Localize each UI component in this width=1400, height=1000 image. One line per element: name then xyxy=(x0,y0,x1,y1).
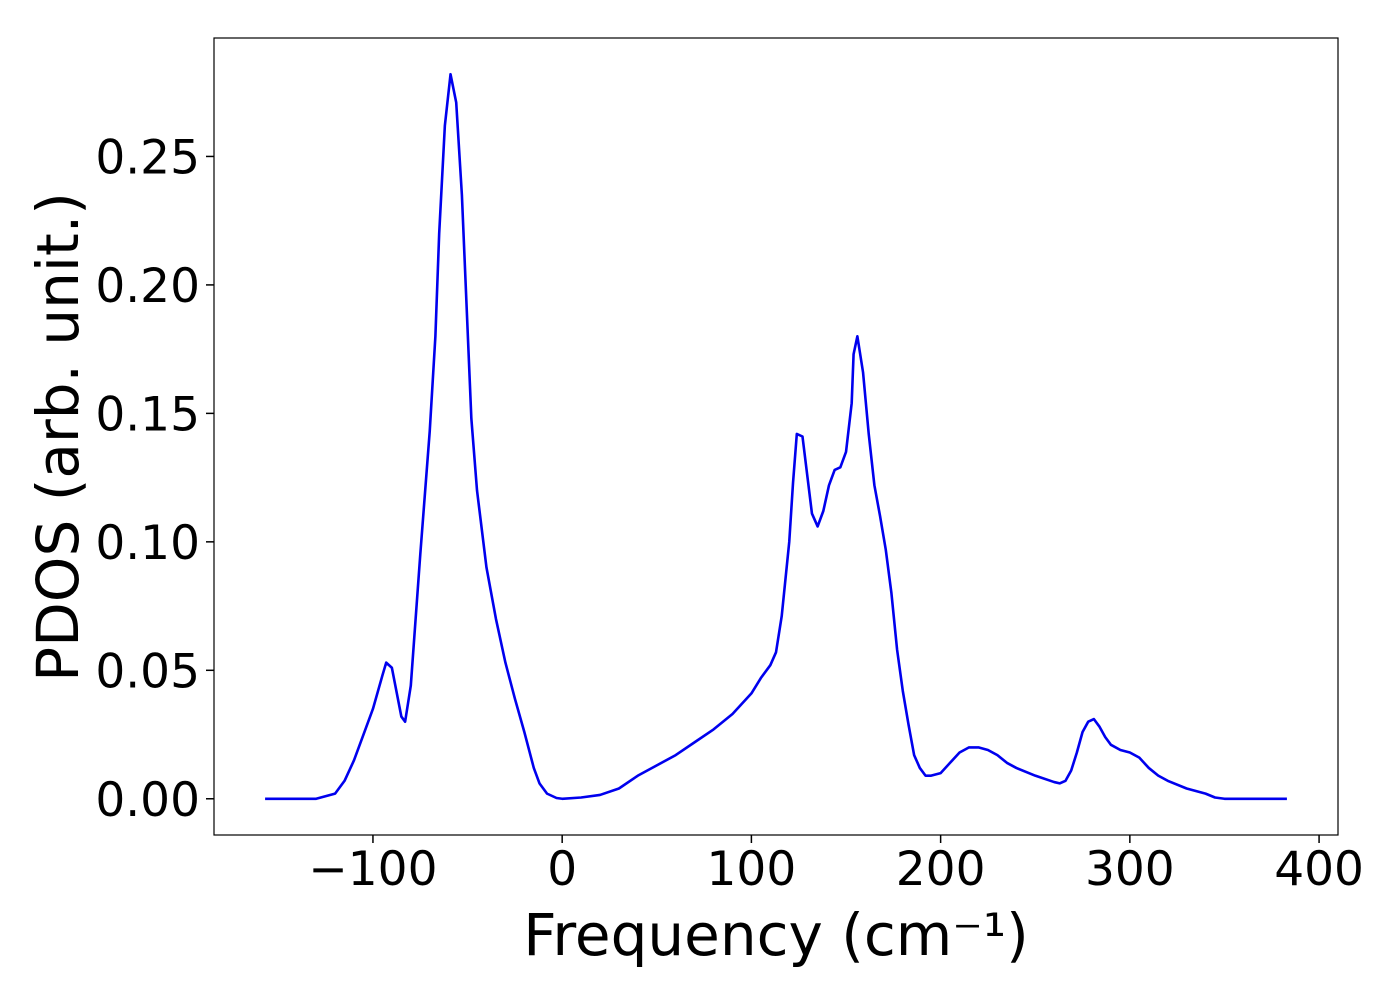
y-axis-label: PDOS (arb. unit.) xyxy=(24,192,92,682)
y-tick-label: 0.15 xyxy=(95,387,200,442)
y-tick-label: 0.00 xyxy=(95,773,200,828)
plot-frame xyxy=(213,37,1339,836)
x-tick-label: −100 xyxy=(308,842,437,897)
x-tick-label: 400 xyxy=(1274,842,1364,897)
y-tick-label: 0.05 xyxy=(95,644,200,699)
x-axis-label: Frequency (cm⁻¹) xyxy=(523,901,1029,969)
x-tick-label: 100 xyxy=(707,842,797,897)
data-line xyxy=(265,72,1287,801)
x-tick-label: 200 xyxy=(896,842,986,897)
y-tick-label: 0.20 xyxy=(95,259,200,314)
x-tick-label: 0 xyxy=(547,842,577,897)
y-tick-label: 0.25 xyxy=(95,130,200,185)
x-tick-label: 300 xyxy=(1085,842,1175,897)
y-tick-label: 0.10 xyxy=(95,516,200,571)
